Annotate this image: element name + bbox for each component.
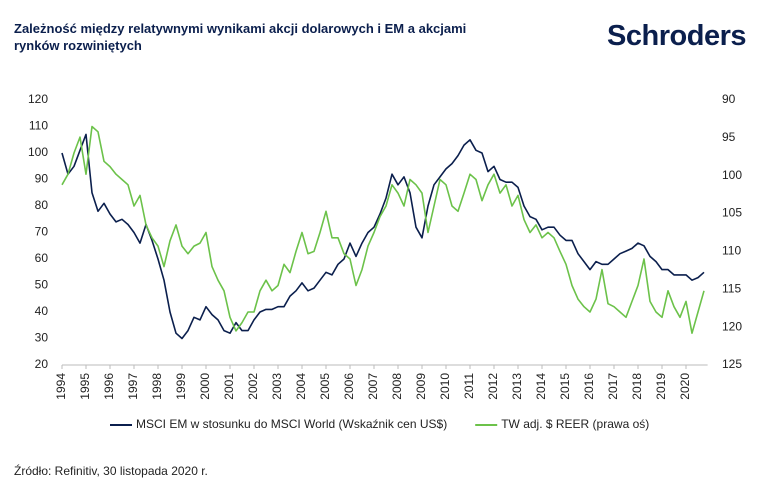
x-tick-label: 2000 xyxy=(198,373,212,400)
legend-label: MSCI EM w stosunku do MSCI World (Wskaźn… xyxy=(136,417,447,431)
x-tick-label: 2014 xyxy=(534,373,548,400)
y-tick-label: 20 xyxy=(35,357,49,371)
x-tick-label: 2015 xyxy=(558,373,572,400)
legend-label: TW adj. $ REER (prawa oś) xyxy=(501,417,649,431)
x-tick-label: 1994 xyxy=(54,373,68,400)
x-tick-label: 1997 xyxy=(126,373,140,400)
x-tick-label: 2012 xyxy=(486,373,500,400)
series-line xyxy=(61,133,705,340)
y2-tick-label: 100 xyxy=(722,168,742,182)
x-tick-label: 2002 xyxy=(246,373,260,400)
x-tick-label: 2001 xyxy=(222,373,236,400)
y-tick-label: 110 xyxy=(29,119,48,133)
x-tick-label: 2019 xyxy=(654,373,668,400)
x-tick-label: 1999 xyxy=(174,373,188,400)
x-tick-label: 2005 xyxy=(318,373,332,400)
x-tick-label: 2011 xyxy=(462,373,476,399)
y-tick-label: 120 xyxy=(28,92,48,106)
y2-tick-label: 115 xyxy=(722,281,741,295)
x-tick-label: 1998 xyxy=(150,373,164,400)
x-tick-label: 2009 xyxy=(414,373,428,400)
x-tick-label: 2010 xyxy=(438,373,452,400)
y2-tick-label: 125 xyxy=(722,357,742,371)
source-note: Źródło: Refinitiv, 30 listopada 2020 r. xyxy=(14,464,208,478)
chart-title: Zależność między relatywnymi wynikami ak… xyxy=(14,21,467,53)
y2-tick-label: 95 xyxy=(722,130,736,144)
y2-tick-label: 90 xyxy=(722,92,736,106)
x-tick-label: 2016 xyxy=(582,373,596,400)
y2-tick-label: 110 xyxy=(722,244,741,258)
y-tick-label: 30 xyxy=(35,331,49,345)
y-tick-label: 50 xyxy=(35,278,49,292)
x-tick-label: 2003 xyxy=(270,373,284,400)
x-tick-label: 2013 xyxy=(510,373,524,400)
y-tick-label: 90 xyxy=(35,172,49,186)
x-tick-label: 2018 xyxy=(630,373,644,400)
brand-logo: Schroders xyxy=(607,20,746,52)
x-tick-label: 1995 xyxy=(78,373,92,400)
x-tick-label: 2004 xyxy=(294,373,308,400)
y-tick-label: 40 xyxy=(35,304,49,318)
y-tick-label: 70 xyxy=(35,225,49,239)
x-tick-label: 2020 xyxy=(678,373,692,400)
series-line xyxy=(61,125,705,334)
y-tick-label: 100 xyxy=(28,145,48,159)
x-tick-label: 2008 xyxy=(390,373,404,400)
x-tick-label: 2006 xyxy=(342,373,356,400)
y-tick-label: 80 xyxy=(35,198,49,212)
y2-tick-label: 105 xyxy=(722,206,742,220)
y2-tick-label: 120 xyxy=(722,319,742,333)
y-tick-label: 60 xyxy=(35,251,49,265)
x-tick-label: 2007 xyxy=(366,373,380,400)
x-tick-label: 1996 xyxy=(102,373,116,400)
x-tick-label: 2017 xyxy=(606,373,620,400)
